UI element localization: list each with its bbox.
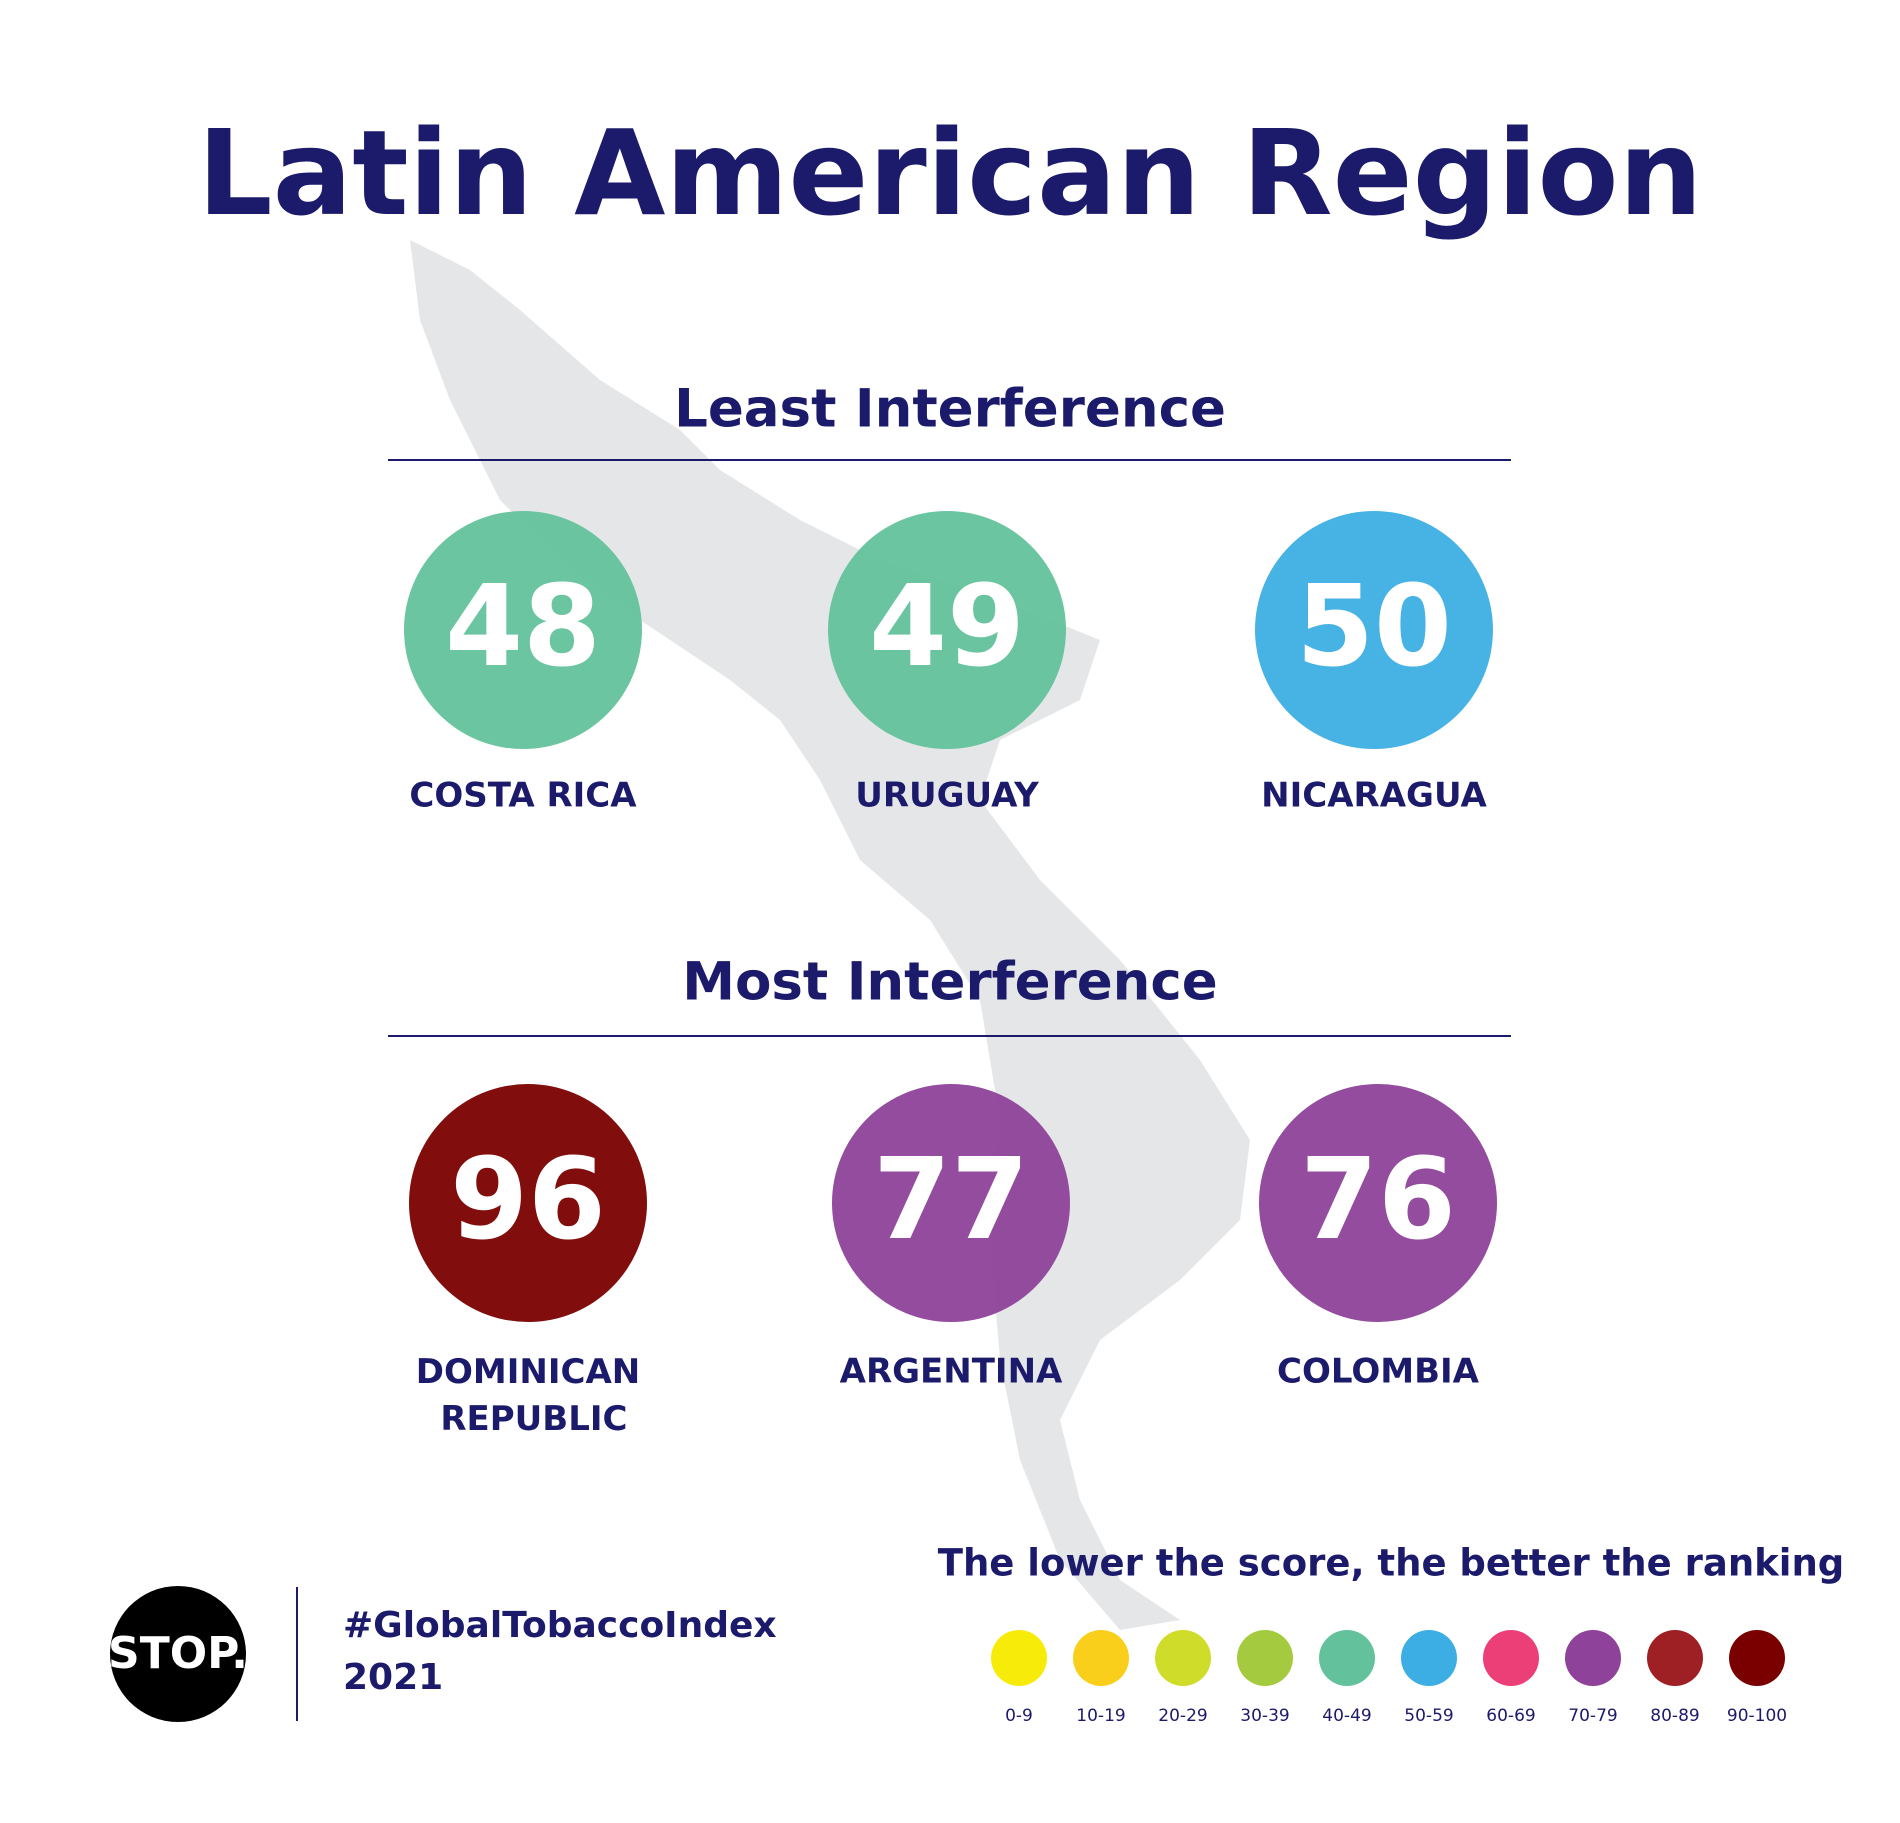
country: COSTA RICA — [409, 776, 637, 816]
legend-label: 90-100 — [1727, 1706, 1787, 1726]
score: 48 — [445, 562, 601, 692]
logo-circle — [110, 1586, 246, 1722]
legend-label: 70-79 — [1568, 1706, 1617, 1726]
legend-swatch — [1565, 1630, 1621, 1686]
legend-swatch — [1155, 1630, 1211, 1686]
legend-swatch — [1483, 1630, 1539, 1686]
year: 2021 — [343, 1657, 443, 1698]
score-circle — [828, 511, 1066, 749]
score: 50 — [1296, 562, 1452, 692]
content: Least Interference 48 COSTA RICA 49 URUGUAY 5… — [388, 379, 1787, 1726]
legend-swatch — [1319, 1630, 1375, 1686]
legend-label: 50-59 — [1404, 1706, 1453, 1726]
legend-swatch — [1401, 1630, 1457, 1686]
legend-label: 30-39 — [1240, 1706, 1289, 1726]
legend-swatch — [1237, 1630, 1293, 1686]
score: 76 — [1300, 1135, 1456, 1265]
legend-label: 80-89 — [1650, 1706, 1699, 1726]
legend-swatch — [1729, 1630, 1785, 1686]
country: NICARAGUA — [1261, 776, 1487, 816]
country: URUGUAY — [855, 776, 1039, 816]
score: 49 — [869, 562, 1025, 692]
score-circle — [409, 1084, 647, 1322]
legend-swatch — [1073, 1630, 1129, 1686]
legend-label: 20-29 — [1158, 1706, 1207, 1726]
legend-label: 0-9 — [1005, 1706, 1033, 1726]
legend-label: 40-49 — [1322, 1706, 1371, 1726]
hashtag: #GlobalTobaccoIndex — [343, 1605, 777, 1646]
score-circle — [404, 511, 642, 749]
section-heading: Least Interference — [674, 379, 1226, 440]
section-heading: Most Interference — [682, 952, 1218, 1013]
legend-title: The lower the score, the better the rank… — [938, 1542, 1845, 1585]
logo-text: STOP. — [108, 1628, 248, 1679]
country: COLOMBIA — [1277, 1352, 1480, 1392]
country: ARGENTINA — [840, 1352, 1063, 1392]
legend-label: 10-19 — [1076, 1706, 1125, 1726]
score: 96 — [450, 1135, 606, 1265]
legend-label: 60-69 — [1486, 1706, 1535, 1726]
legend-swatch — [991, 1630, 1047, 1686]
score-circle — [1255, 511, 1493, 749]
legend-swatch — [1647, 1630, 1703, 1686]
score: 77 — [873, 1135, 1029, 1265]
score-circle — [1259, 1084, 1497, 1322]
title: Latin American Region — [197, 104, 1702, 242]
country: DOMINICAN REPUBLIC — [416, 1352, 640, 1439]
score-circle — [832, 1084, 1070, 1322]
